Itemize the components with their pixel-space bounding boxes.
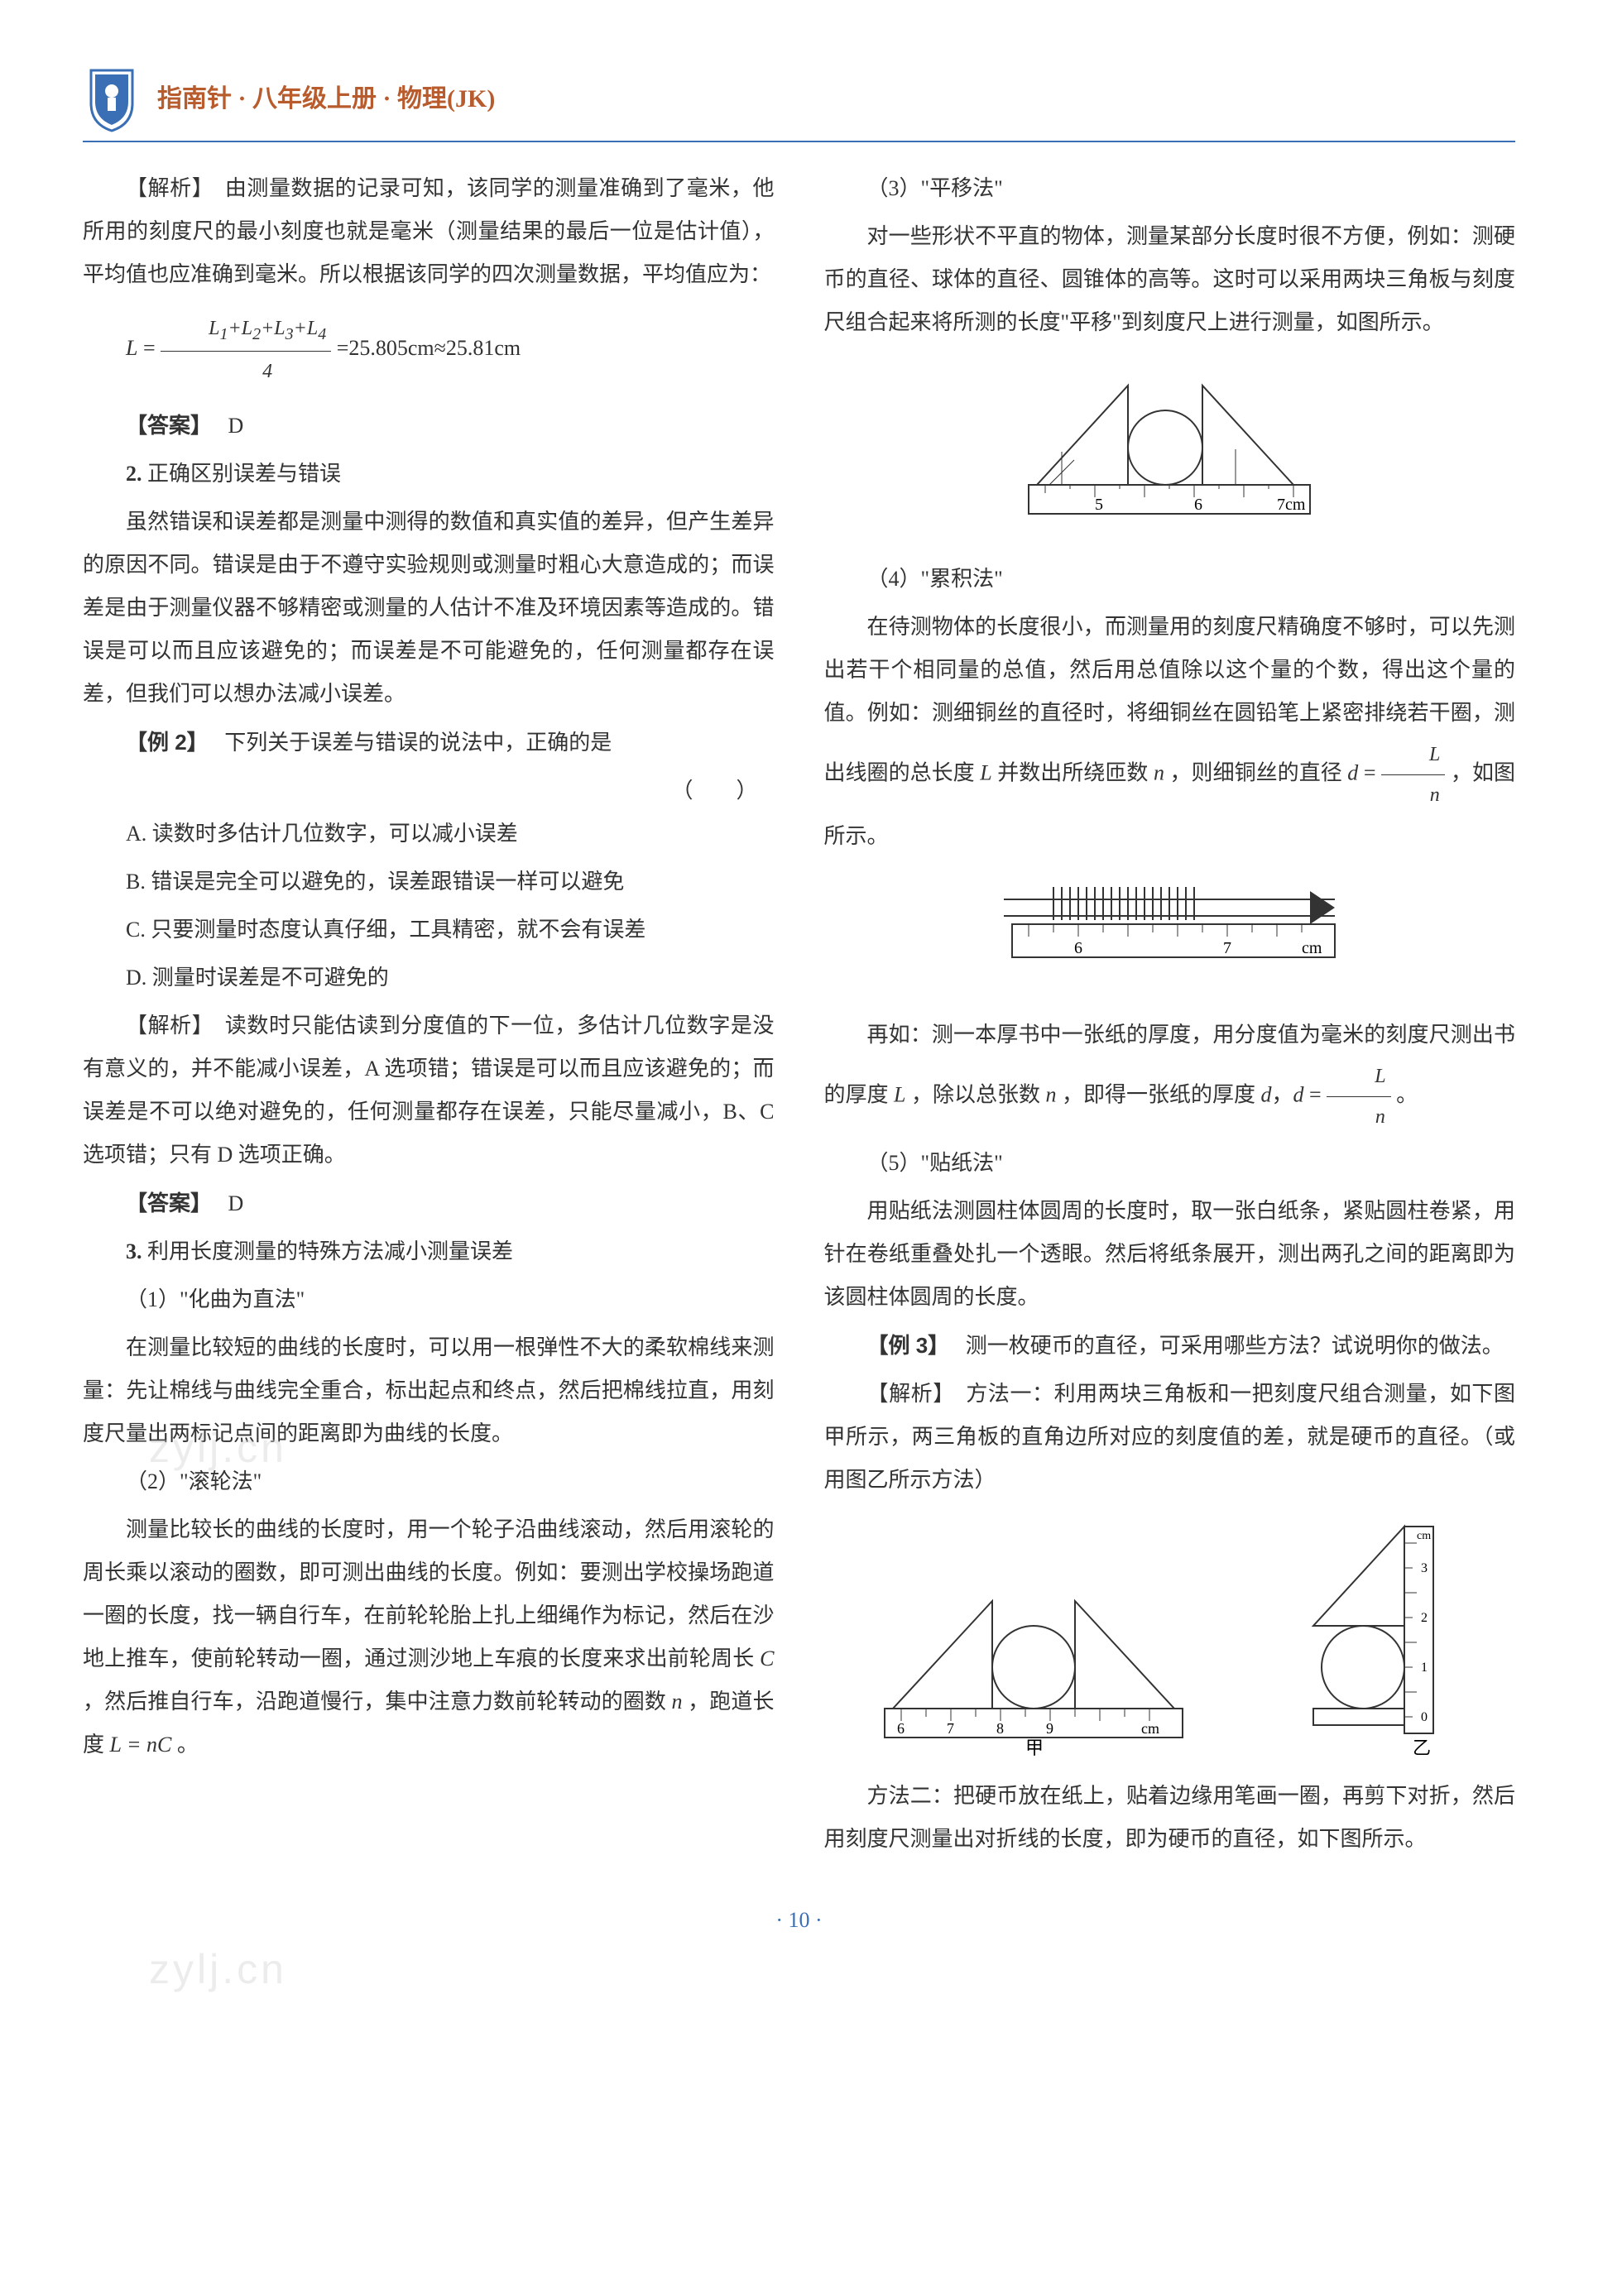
svg-text:7: 7 [947,1720,954,1737]
example-2-paren: （ ） [83,769,775,812]
svg-text:3: 3 [1421,1561,1428,1575]
left-column: 【解析】 由测量数据的记录可知，该同学的测量准确到了毫米，他所用的刻度尺的最小刻… [83,167,775,1866]
svg-text:cm: cm [1302,939,1322,957]
formula-1-tail: =25.805cm≈25.81cm [337,336,521,360]
method-2-text-d: 。 [177,1733,199,1757]
svg-text:9: 9 [1046,1720,1053,1737]
method-4-text-2: 再如：测一本厚书中一张纸的厚度，用分度值为毫米的刻度尺测出书的厚度 L ，除以总… [824,1014,1516,1137]
example-3-label: 【例 3】 [867,1333,939,1358]
method-2-text-b: ，然后推自行车，沿跑道慢行，集中注意力数前轮转动的圈数 [83,1690,672,1714]
svg-text:0: 0 [1421,1710,1428,1724]
content-columns: 【解析】 由测量数据的记录可知，该同学的测量准确到了毫米，他所用的刻度尺的最小刻… [83,167,1515,1866]
svg-text:7: 7 [1223,939,1231,957]
figure-1-svg: 5 6 7cm [1020,361,1318,526]
svg-text:5: 5 [1095,496,1103,514]
svg-text:8: 8 [996,1720,1004,1737]
svg-text:6: 6 [1194,496,1202,514]
answer-2-value: D [228,1191,244,1215]
m4-g: ，即得一张纸的厚度 [1062,1082,1261,1106]
var-l: L [980,760,991,784]
method-2-text: 测量比较长的曲线的长度时，用一个轮子沿曲线滚动，然后用滚轮的周长乘以滚动的圈数，… [83,1508,775,1766]
figure-2: 6 7 cm [824,875,1516,997]
method-2-label: （2）"滚轮法" [83,1460,775,1503]
page-number: · 10 · [775,1908,822,1932]
m4-b: 并数出所绕匝数 [997,760,1154,784]
answer-1-label: 【答案】 [126,413,201,438]
svg-text:cm: cm [1417,1530,1431,1542]
answer-1: 【答案】 D [83,404,775,448]
figure-3b-svg: 0 1 2 3 cm 乙 [1297,1518,1462,1758]
answer-1-value: D [228,414,244,438]
svg-text:6: 6 [1074,939,1082,957]
page-footer: · 10 · [83,1899,1515,1942]
m4-h: 。 [1396,1082,1418,1106]
var-n: n [672,1690,683,1714]
method-3-label: （3）"平移法" [824,167,1516,210]
option-d: D. 测量时误差是不可避免的 [83,956,775,999]
formula-lnc: L = nC [110,1733,172,1757]
right-column: （3）"平移法" 对一些形状不平直的物体，测量某部分长度时很不方便，例如：测硬币… [824,167,1516,1866]
analysis-1: 【解析】 由测量数据的记录可知，该同学的测量准确到了毫米，他所用的刻度尺的最小刻… [83,167,775,296]
svg-text:7cm: 7cm [1277,496,1306,514]
method-2-desc: 方法二：把硬币放在纸上，贴着边缘用笔画一圈，再剪下对折，然后用刻度尺测量出对折线… [824,1775,1516,1861]
svg-text:6: 6 [897,1720,905,1737]
example-2-text: 下列关于误差与错误的说法中，正确的是 [224,731,612,755]
figure-1: 5 6 7cm [824,361,1516,541]
method-1-text: 在测量比较短的曲线的长度时，可以用一根弹性不大的柔软棉线来测量：先让棉线与曲线完… [83,1326,775,1455]
figure-2-svg: 6 7 cm [996,875,1343,982]
method-3-text: 对一些形状不平直的物体，测量某部分长度时很不方便，例如：测硬币的直径、球体的直径… [824,215,1516,344]
method-5-text: 用贴纸法测圆柱体圆周的长度时，取一张白纸条，紧贴圆柱卷紧，用针在卷纸重叠处扎一个… [824,1190,1516,1319]
var-d: d [1347,760,1358,784]
analysis-2: 【解析】 读数时只能估读到分度值的下一位，多估计几位数字是没有意义的，并不能减小… [83,1004,775,1177]
svg-text:乙: 乙 [1413,1738,1431,1758]
analysis-3: 【解析】 方法一：利用两块三角板和一把刻度尺组合测量，如下图甲所示，两三角板的直… [824,1373,1516,1502]
example-2-label: 【例 2】 [126,730,198,755]
var-c: C [760,1647,774,1670]
method-1-label: （1）"化曲为直法" [83,1278,775,1321]
m4-c: ，则细铜丝的直径 [1170,760,1348,784]
para-2: 虽然错误和误差都是测量中测得的数值和真实值的差异，但产生差异的原因不同。错误是由… [83,501,775,716]
method-2-text-a: 测量比较长的曲线的长度时，用一个轮子沿曲线滚动，然后用滚轮的周长乘以滚动的圈数，… [83,1517,775,1670]
heading-2-num: 2. [126,462,142,486]
method-5-label: （5）"贴纸法" [824,1142,1516,1185]
answer-2: 【答案】 D [83,1182,775,1225]
heading-3-num: 3. [126,1239,142,1263]
page-header: 指南针 · 八年级上册 · 物理(JK) [83,66,1515,142]
var-n2: n [1154,760,1164,784]
svg-text:cm: cm [1141,1720,1159,1737]
svg-text:2: 2 [1421,1611,1428,1625]
option-b: B. 错误是完全可以避免的，误差跟错误一样可以避免 [83,860,775,904]
figure-3a-svg: 6 7 8 9 cm 甲 [876,1568,1191,1758]
example-3: 【例 3】 测一枚硬币的直径，可采用哪些方法？试说明你的做法。 [824,1324,1516,1368]
formula-1: L = L1+L2+L3+L4 4 =25.805cm≈25.81cm [83,309,775,391]
heading-3-text: 利用长度测量的特殊方法减小测量误差 [147,1239,513,1263]
option-c: C. 只要测量时态度认真仔细，工具精密，就不会有误差 [83,908,775,951]
answer-2-label: 【答案】 [126,1191,201,1215]
header-title: 指南针 · 八年级上册 · 物理(JK) [157,74,495,124]
svg-text:1: 1 [1421,1661,1428,1675]
logo-icon [83,66,141,132]
heading-3: 3. 利用长度测量的特殊方法减小测量误差 [83,1230,775,1273]
svg-text:甲: 甲 [1025,1738,1044,1758]
m4-f: ，除以总张数 [911,1082,1046,1106]
heading-2-text: 正确区别误差与错误 [147,462,341,486]
method-4-label: （4）"累积法" [824,558,1516,601]
method-4-text: 在待测物体的长度很小，而测量用的刻度尺精确度不够时，可以先测出若干个相同量的总值… [824,606,1516,858]
figure-3: 6 7 8 9 cm 甲 0 1 2 3 cm 乙 [824,1518,1516,1758]
example-3-text: 测一枚硬币的直径，可采用哪些方法？试说明你的做法。 [966,1334,1504,1358]
example-2: 【例 2】 下列关于误差与错误的说法中，正确的是 [83,721,775,765]
heading-2: 2. 正确区别误差与错误 [83,453,775,496]
option-a: A. 读数时多估计几位数字，可以减小误差 [83,812,775,856]
